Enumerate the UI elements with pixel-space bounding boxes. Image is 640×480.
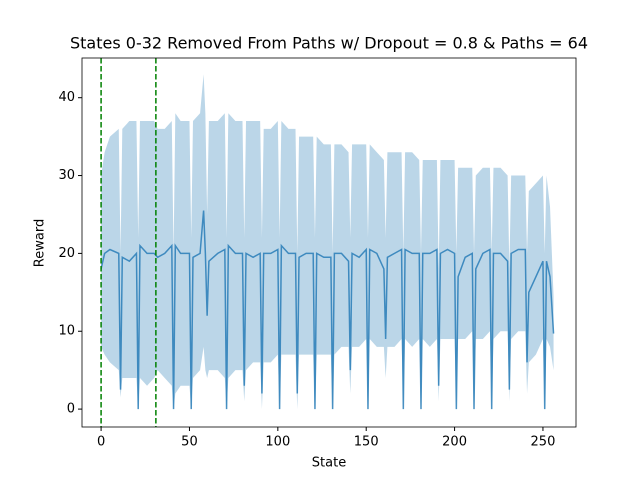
mean-line	[100, 210, 555, 410]
x-axis-label: State	[312, 456, 346, 471]
x-tick-label: 50	[181, 435, 198, 450]
y-tick-label: 40	[58, 90, 75, 105]
plot-frame	[81, 57, 577, 428]
y-axis-label: Reward	[33, 219, 48, 267]
x-tick-label: 250	[531, 435, 556, 450]
x-tick-label: 150	[354, 435, 379, 450]
y-tick-label: 0	[67, 402, 75, 417]
confidence-band	[101, 74, 554, 410]
y-tick-label: 20	[58, 246, 75, 261]
y-tick-label: 30	[58, 168, 75, 183]
x-tick-label: 200	[442, 435, 467, 450]
chart-title: States 0-32 Removed From Paths w/ Dropou…	[70, 34, 588, 53]
x-tick-label: 0	[97, 435, 105, 450]
y-tick-label: 10	[58, 324, 75, 339]
x-tick-label: 100	[265, 435, 290, 450]
